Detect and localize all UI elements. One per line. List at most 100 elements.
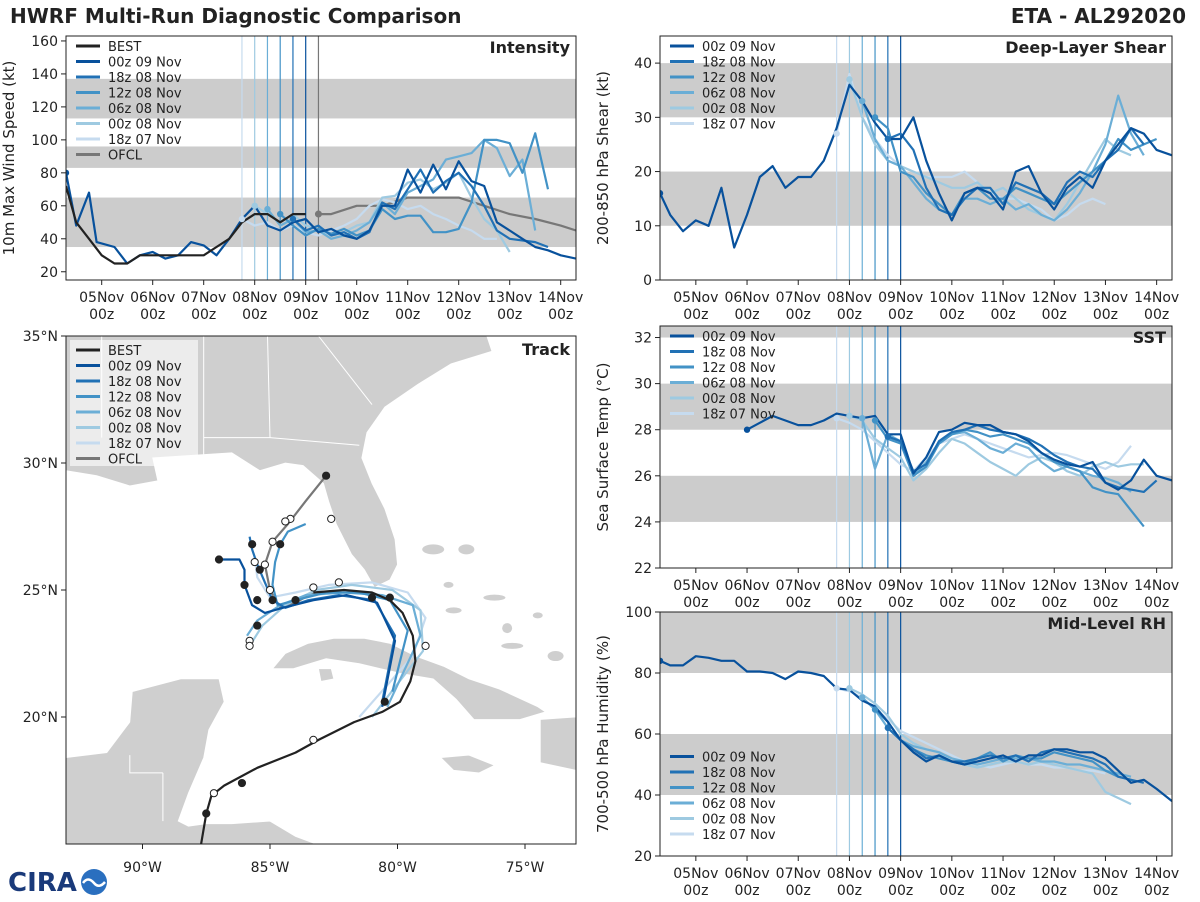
- shear-x-tick-label: 08Nov: [827, 290, 872, 306]
- track-legend-label: 18z 08 Nov: [108, 375, 182, 390]
- track-marker-18z-07-nov: [334, 578, 343, 587]
- shear-x-tick-label: 00z: [1144, 307, 1169, 323]
- intensity-x-tick-label: 14Nov: [538, 290, 583, 306]
- track-marker-best: [367, 593, 377, 602]
- track-marker-00z-08-nov: [309, 583, 318, 592]
- rh-x-tick-label: 00z: [990, 883, 1015, 899]
- sst-start-dot-18z-08-nov: [884, 433, 892, 440]
- bahamas-island: [532, 612, 543, 619]
- sst-legend-label: 12z 08 Nov: [702, 361, 776, 376]
- sst-start-dot-00z-09-nov: [743, 426, 751, 433]
- shear-legend-label: 18z 07 Nov: [702, 118, 776, 133]
- track-marker-best: [380, 697, 389, 706]
- shear-shade-band: [660, 63, 1172, 118]
- sst-series-18z-07-nov: [836, 417, 1132, 473]
- intensity-x-tick-label: 00z: [548, 307, 573, 323]
- intensity-x-tick-label: 00z: [344, 307, 369, 323]
- shear-x-tick-label: 12Nov: [1032, 290, 1077, 306]
- rh-y-axis-label: 700-500 hPa Humidity (%): [594, 635, 612, 833]
- rh-start-dot-00z-09-nov: [660, 657, 664, 664]
- rh-panel-title: Mid-Level RH: [1047, 614, 1166, 633]
- shear-series-12z-08-nov: [874, 116, 1158, 216]
- shear-frame: [659, 35, 1173, 281]
- sst-x-tick-label: 00z: [734, 595, 759, 611]
- intensity-shade-band: [66, 78, 576, 119]
- shear-legend-label: 00z 08 Nov: [702, 102, 776, 117]
- shear-x-tick-label: 09Nov: [878, 290, 923, 306]
- intensity-y-tick-label: 20: [40, 265, 58, 281]
- track-series-group: [200, 471, 430, 844]
- rh-x-tick-label: 07Nov: [776, 866, 821, 882]
- rh-x-tick-label: 06Nov: [724, 866, 769, 882]
- sst-legend-label: 00z 09 Nov: [702, 330, 776, 345]
- intensity-start-dot-06z-08-nov: [264, 205, 271, 213]
- intensity-legend-label: 18z 08 Nov: [108, 71, 182, 86]
- rh-legend-label: 18z 07 Nov: [702, 828, 776, 843]
- intensity-x-tick-label: 05Nov: [79, 290, 124, 306]
- track-marker-best: [209, 789, 218, 798]
- track-legend-label: 06z 08 Nov: [108, 406, 182, 421]
- sst-y-axis-label: Sea Surface Temp (°C): [594, 362, 612, 531]
- shear-legend-label: 06z 08 Nov: [702, 87, 776, 102]
- rh-legend-label: 00z 08 Nov: [702, 813, 776, 828]
- rh-series-00z-09-nov: [660, 655, 1172, 802]
- track-y-tick-label: 30°N: [23, 456, 58, 472]
- rh-x-tick-label: 11Nov: [980, 866, 1025, 882]
- intensity-x-tick-label: 09Nov: [283, 290, 328, 306]
- shear-start-dot-06z-08-nov: [859, 97, 866, 105]
- bahamas-island: [501, 642, 524, 649]
- track-marker-ofcl: [265, 585, 275, 595]
- rh-x-tick-label: 09Nov: [878, 866, 923, 882]
- sst-start-dot-12z-08-nov: [871, 417, 879, 424]
- intensity-y-tick-label: 160: [31, 34, 58, 50]
- intensity-legend-label: 00z 09 Nov: [108, 56, 182, 71]
- rh-x-tick-label: 00z: [1042, 883, 1067, 899]
- shear-y-tick-label: 0: [643, 273, 652, 289]
- track-panel: 90°W 85°W 80°W 75°W 20°N 25°N 30°N 35°N Track BES…: [23, 329, 577, 876]
- shear-series-group: [660, 72, 1172, 249]
- rh-x-tick-label: 00z: [837, 883, 862, 899]
- track-x-tick-label: 80°W: [378, 860, 417, 876]
- border-line: [267, 336, 271, 438]
- cuba-land: [271, 637, 547, 720]
- rh-series-group: [660, 655, 1172, 806]
- sst-x-tick-label: 00z: [837, 595, 862, 611]
- track-marker-06z-08-nov: [253, 621, 262, 630]
- shear-x-tick-label: 00z: [1093, 307, 1118, 323]
- sst-x-tick-label: 00z: [1144, 595, 1169, 611]
- sst-x-tick-label: 14Nov: [1134, 578, 1179, 594]
- track-legend-label: 12z 08 Nov: [108, 391, 182, 406]
- shear-x-tick-label: 00z: [1042, 307, 1067, 323]
- track-marker-18z-08-nov: [268, 596, 277, 605]
- sst-legend-label: 18z 08 Nov: [702, 346, 776, 361]
- track-marker-00z-09-nov: [385, 593, 394, 602]
- shear-legend-label: 12z 08 Nov: [702, 71, 776, 86]
- shear-start-dot-18z-07-nov: [833, 130, 840, 137]
- shear-x-tick-label: 00z: [990, 307, 1015, 323]
- shear-x-tick-label: 00z: [786, 307, 811, 323]
- sst-panel-title: SST: [1133, 328, 1166, 347]
- rh-start-dot-18z-07-nov: [833, 685, 840, 692]
- sst-x-tick-label: 00z: [1093, 595, 1118, 611]
- sst-legend-label: 00z 08 Nov: [702, 392, 776, 407]
- sst-y-tick-label: 32: [634, 331, 652, 347]
- track-00z-09-nov: [219, 558, 397, 708]
- shear-x-tick-label: 05Nov: [673, 290, 718, 306]
- track-y-tick-label: 20°N: [23, 710, 58, 726]
- intensity-x-tick-label: 10Nov: [334, 290, 379, 306]
- bahamas-island: [483, 594, 506, 601]
- sst-legend-label: 18z 07 Nov: [702, 408, 776, 423]
- intensity-start-dot-12z-08-nov: [277, 210, 284, 218]
- cira-logo: CIRA: [6, 866, 116, 902]
- intensity-start-dot-00z-08-nov: [251, 202, 258, 210]
- shear-legend-label: 18z 08 Nov: [702, 56, 776, 71]
- shear-x-tick-label: 13Nov: [1083, 290, 1128, 306]
- sst-shade-band: [660, 475, 1172, 522]
- page-title: HWRF Multi-Run Diagnostic Comparison: [10, 4, 462, 28]
- bahamas-island: [458, 544, 475, 555]
- intensity-y-tick-label: 40: [40, 232, 58, 248]
- border-line: [318, 336, 373, 405]
- isla-juventud-land: [318, 668, 335, 682]
- shear-x-tick-label: 00z: [837, 307, 862, 323]
